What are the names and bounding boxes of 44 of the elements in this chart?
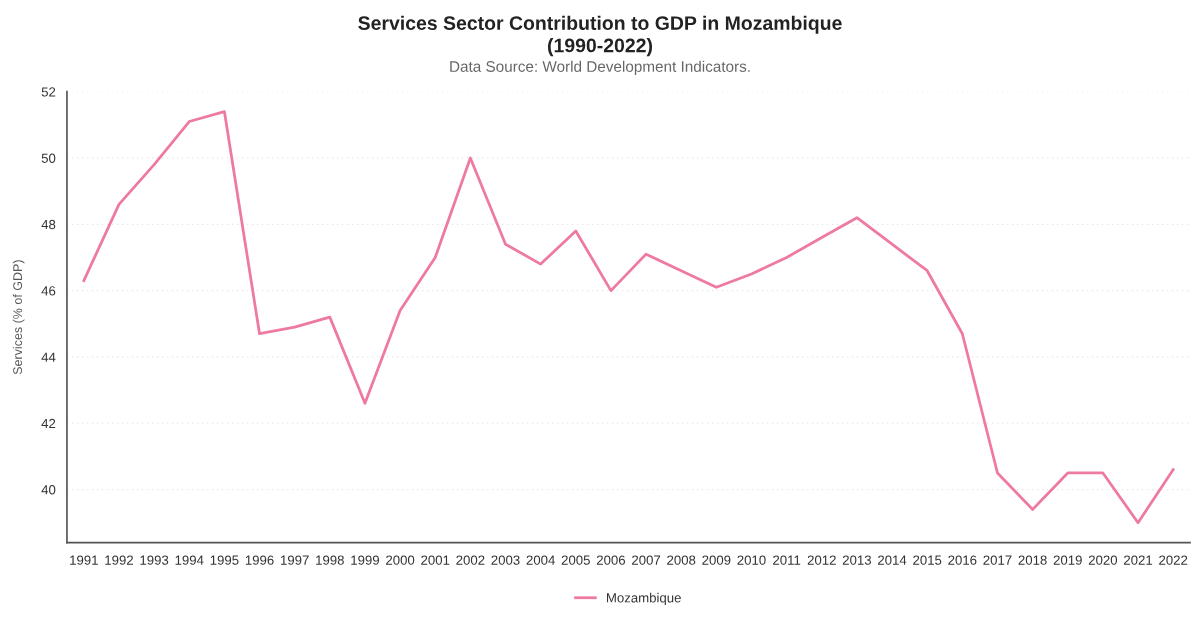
x-tick-label: 1993	[140, 555, 169, 565]
y-tick-label: 52	[41, 87, 56, 97]
x-tick-label: 2018	[1018, 555, 1047, 565]
x-tick-label: 2011	[773, 555, 801, 565]
x-tick-label: 2019	[1053, 555, 1082, 565]
x-tick-label: 2017	[983, 555, 1012, 565]
x-tick-label: 1991	[70, 555, 98, 565]
x-tick-label: 2020	[1088, 555, 1118, 565]
x-tick-label: 2001	[421, 555, 450, 565]
x-tick-label: 1999	[351, 555, 379, 565]
x-tick-label: 1997	[281, 555, 309, 565]
x-tick-label: 1998	[316, 555, 344, 565]
chart-subtitle: Data Source: World Development Indicators.	[450, 60, 750, 75]
x-tick-label: 2012	[807, 555, 836, 565]
x-tick-label: 2006	[596, 555, 626, 565]
x-tick-label: 2008	[667, 555, 696, 565]
x-tick-label: 2014	[878, 555, 907, 565]
y-tick-label: 44	[41, 352, 56, 362]
x-tick-label: 2005	[561, 555, 590, 565]
x-tick-label: 2021	[1124, 555, 1153, 565]
x-tick-label: 2013	[842, 555, 872, 565]
chart-title: Services Sector Contribution to GDP in Mozambique (1990-2022)	[358, 15, 842, 57]
x-tick-label: 1996	[245, 555, 274, 565]
x-tick-label: 2016	[948, 555, 977, 565]
x-tick-label: 2015	[913, 555, 942, 565]
x-tick-label: 2009	[702, 555, 731, 565]
x-tick-label: 1995	[210, 555, 239, 565]
x-tick-label: 2010	[737, 555, 766, 565]
line-series	[82, 110, 1175, 525]
y-tick-label: 40	[41, 485, 56, 495]
x-tick-label: 2007	[632, 555, 661, 565]
x-tick-label: 2002	[456, 555, 485, 565]
x-tick-label: 1992	[105, 555, 133, 565]
y-tick-label: 48	[41, 219, 56, 230]
x-tick-label: 2003	[491, 555, 520, 565]
y-tick-label: 50	[41, 153, 56, 163]
legend-label: Mozambique	[606, 592, 681, 606]
y-tick-label: 42	[41, 418, 56, 429]
x-tick-label: 2000	[386, 555, 415, 565]
x-tick-label: 2022	[1159, 555, 1188, 565]
y-axis-title: Services (% of GDP)	[12, 260, 25, 375]
y-tick-label: 46	[41, 286, 56, 296]
x-tick-label: 2004	[526, 555, 555, 565]
x-tick-label: 1994	[175, 555, 204, 565]
